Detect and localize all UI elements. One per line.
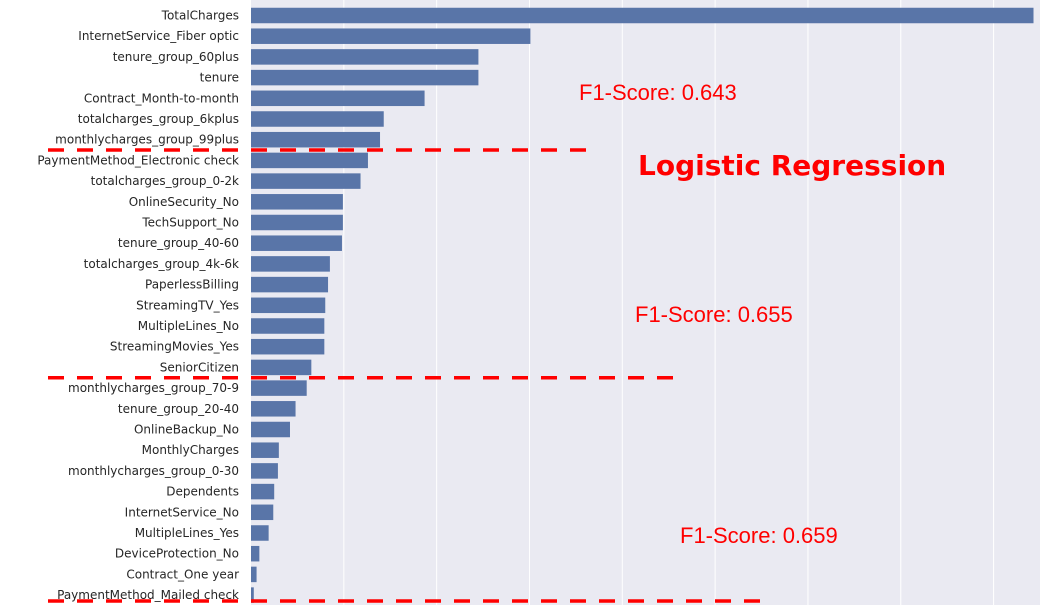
bar — [251, 28, 531, 44]
y-tick-label: StreamingTV_Yes — [136, 298, 239, 312]
bar — [251, 90, 425, 107]
f1-score-label-3: F1-Score: 0.659 — [680, 523, 838, 548]
bar — [251, 173, 361, 189]
f1-score-label-1: F1-Score: 0.643 — [579, 80, 737, 105]
y-tick-label: monthlycharges_group_99plus — [55, 133, 239, 147]
y-tick-label: tenure_group_60plus — [113, 50, 239, 64]
bar — [251, 318, 325, 334]
bar — [251, 442, 279, 458]
y-tick-label: PaymentMethod_Mailed check — [57, 588, 239, 602]
bar — [251, 7, 1034, 24]
y-tick-label: Contract_One year — [126, 567, 239, 581]
y-tick-label: StreamingMovies_Yes — [110, 340, 239, 354]
bar — [251, 111, 384, 127]
bar — [251, 276, 329, 293]
y-tick-label: SeniorCitizen — [160, 360, 239, 374]
bar — [251, 566, 257, 583]
y-tick-label: MultipleLines_No — [138, 319, 239, 333]
y-tick-label: tenure_group_40-60 — [118, 236, 239, 250]
y-tick-label: PaperlessBilling — [145, 278, 239, 292]
bar — [251, 380, 307, 396]
bar — [251, 338, 325, 355]
bar — [251, 401, 296, 417]
y-tick-label: tenure_group_20-40 — [118, 402, 239, 416]
y-tick-label: PaymentMethod_Electronic check — [37, 153, 239, 167]
bar — [251, 525, 269, 541]
bar — [251, 483, 275, 500]
y-tick-label: MultipleLines_Yes — [135, 526, 239, 540]
y-tick-label: InternetService_Fiber optic — [78, 29, 239, 43]
y-tick-label: Contract_Month-to-month — [84, 91, 239, 105]
y-tick-label: totalcharges_group_6kplus — [78, 112, 239, 126]
bar — [251, 152, 368, 169]
y-tick-label: monthlycharges_group_70-9 — [68, 381, 239, 395]
y-tick-label: totalcharges_group_4k-6k — [84, 257, 239, 271]
y-tick-label: InternetService_No — [125, 505, 239, 519]
y-tick-label: MonthlyCharges — [142, 443, 239, 457]
bar — [251, 235, 342, 251]
bar — [251, 214, 343, 231]
bar — [251, 49, 479, 65]
bar — [251, 297, 326, 314]
bar — [251, 131, 381, 148]
bar — [251, 359, 312, 376]
y-tick-label: monthlycharges_group_0-30 — [68, 464, 239, 478]
bar — [251, 69, 479, 86]
y-tick-label: OnlineSecurity_No — [129, 195, 239, 209]
bar — [251, 504, 274, 521]
y-tick-labels: TotalCharges InternetService_Fiber optic t… — [37, 9, 239, 603]
y-tick-label: tenure — [200, 71, 239, 85]
y-tick-label: totalcharges_group_0-2k — [91, 174, 239, 188]
y-tick-label: TotalCharges — [161, 9, 239, 23]
bar — [251, 194, 343, 210]
chart-title: Logistic Regression — [638, 149, 946, 182]
bar — [251, 545, 260, 562]
bar — [251, 587, 254, 603]
y-tick-label: TechSupport_No — [141, 216, 239, 230]
y-tick-label: OnlineBackup_No — [134, 423, 239, 437]
y-tick-label: Dependents — [166, 485, 239, 499]
y-tick-label: DeviceProtection_No — [115, 547, 239, 561]
bar — [251, 256, 330, 272]
bars — [251, 7, 1034, 603]
f1-score-label-2: F1-Score: 0.655 — [635, 302, 793, 327]
bar — [251, 421, 290, 438]
bar — [251, 463, 278, 479]
cut-lines — [48, 148, 765, 603]
